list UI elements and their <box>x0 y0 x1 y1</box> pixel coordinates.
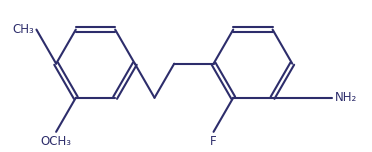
Text: NH₂: NH₂ <box>335 91 357 104</box>
Text: F: F <box>210 135 217 148</box>
Text: CH₃: CH₃ <box>13 23 35 36</box>
Text: OCH₃: OCH₃ <box>41 135 72 148</box>
